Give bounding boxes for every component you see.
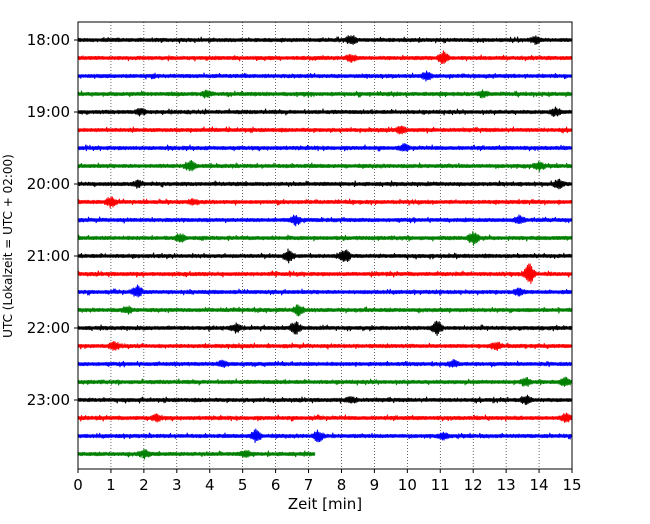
x-tick-label: 14 (530, 476, 549, 494)
y-tick-label: 22:00 (27, 319, 70, 337)
y-tick-label: 20:00 (27, 175, 70, 193)
y-tick-label: 19:00 (27, 103, 70, 121)
x-tick-label: 10 (398, 476, 417, 494)
x-tick-label: 2 (139, 476, 149, 494)
y-tick-label: 21:00 (27, 247, 70, 265)
x-tick-label: 13 (497, 476, 516, 494)
y-tick-label: 23:00 (27, 391, 70, 409)
x-tick-label: 9 (370, 476, 380, 494)
y-tick-label: 18:00 (27, 31, 70, 49)
x-tick-label: 7 (304, 476, 314, 494)
x-tick-label: 12 (464, 476, 483, 494)
plot-frame (77, 21, 573, 470)
x-tick-label: 8 (337, 476, 347, 494)
x-tick-label: 15 (562, 476, 581, 494)
grid-layer (110, 22, 540, 469)
trace-layer (77, 35, 573, 460)
x-tick-label: 4 (205, 476, 215, 494)
x-tick-label: 6 (271, 476, 281, 494)
y-axis-title: UTC (Lokalzeit = UTC + 02:00) (1, 154, 15, 338)
x-tick-label: 11 (431, 476, 450, 494)
x-tick-label: 3 (172, 476, 182, 494)
x-axis-title: Zeit [min] (288, 495, 362, 513)
x-tick-label: 1 (106, 476, 116, 494)
y-axis: 18:00 19:00 20:00 21:00 22:00 23:00 (27, 31, 78, 409)
x-tick-label: 5 (238, 476, 248, 494)
x-axis: 0 1 2 3 4 5 6 7 8 9 10 11 12 13 14 15 (73, 469, 582, 494)
x-tick-label: 0 (73, 476, 83, 494)
